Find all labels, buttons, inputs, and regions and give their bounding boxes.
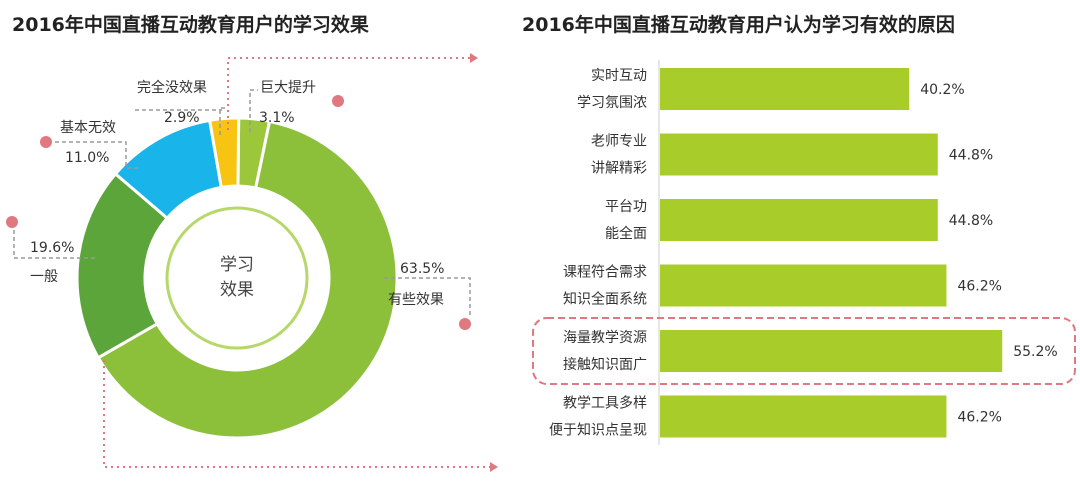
- slice-label: 完全没效果: [137, 79, 207, 96]
- slice-value: 11.0%: [65, 150, 109, 166]
- pie-slice: [96, 119, 399, 440]
- arrow-icon: [470, 53, 478, 63]
- slice-label: 基本无效: [60, 119, 116, 136]
- bar-category-label: 接触知识面广: [563, 356, 647, 373]
- leader-line: [249, 89, 258, 132]
- slice-value: 19.6%: [30, 240, 74, 256]
- callout-dot: [40, 136, 52, 148]
- bar: [660, 330, 1003, 372]
- bar-category-label: 学习氛围浓: [577, 95, 647, 111]
- bar-category-label: 平台功: [605, 199, 647, 215]
- bar: [660, 199, 938, 241]
- center-label-line: 学习: [220, 255, 254, 275]
- center-label-line: 效果: [220, 280, 254, 300]
- bar-data-label: 44.8%: [949, 148, 993, 164]
- slice-value: 63.5%: [400, 261, 444, 277]
- bar-data-label: 46.2%: [957, 410, 1001, 426]
- slice-label: 一般: [30, 269, 58, 285]
- leader-line: [219, 107, 228, 135]
- slice-value: 2.9%: [164, 110, 200, 126]
- bar-chart-title: 2016年中国直播互动教育用户认为学习有效的原因: [522, 14, 955, 36]
- leader-line: [48, 141, 140, 169]
- bar-category-label: 便于知识点呈现: [549, 422, 647, 439]
- bar-data-label: 55.2%: [1013, 344, 1057, 360]
- bar-category-label: 教学工具多样: [563, 395, 647, 412]
- slice-value: 3.1%: [259, 110, 295, 126]
- arrow-icon: [490, 462, 498, 472]
- bar: [660, 68, 910, 110]
- bar-category-label: 海量教学资源: [563, 330, 647, 346]
- bar-data-label: 44.8%: [949, 213, 993, 229]
- callout-dot: [332, 95, 344, 107]
- callout-dot: [459, 318, 471, 330]
- bar-data-label: 46.2%: [957, 279, 1001, 295]
- inner-ring: [165, 206, 309, 350]
- bar-category-label: 课程符合需求: [563, 265, 647, 281]
- highlight-box: [532, 317, 1076, 385]
- callout-dot: [6, 216, 18, 228]
- leader-line: [384, 277, 471, 318]
- slice-label: 巨大提升: [260, 80, 316, 96]
- bar-category-label: 实时互动: [591, 68, 647, 84]
- bar: [660, 264, 947, 307]
- slice-label: 有些效果: [388, 292, 444, 308]
- bar: [660, 395, 947, 438]
- bar-category-label: 知识全面系统: [563, 291, 647, 308]
- bar-category-label: 能全面: [605, 225, 647, 242]
- leader-line: [13, 230, 95, 259]
- bar-data-label: 40.2%: [920, 82, 964, 98]
- bar-category-label: 讲解精彩: [591, 161, 647, 177]
- bar: [660, 133, 938, 176]
- decor-frame-line: [227, 57, 470, 130]
- pie-chart-title: 2016年中国直播互动教育用户的学习效果: [12, 14, 369, 36]
- bar-category-label: 老师专业: [591, 134, 647, 150]
